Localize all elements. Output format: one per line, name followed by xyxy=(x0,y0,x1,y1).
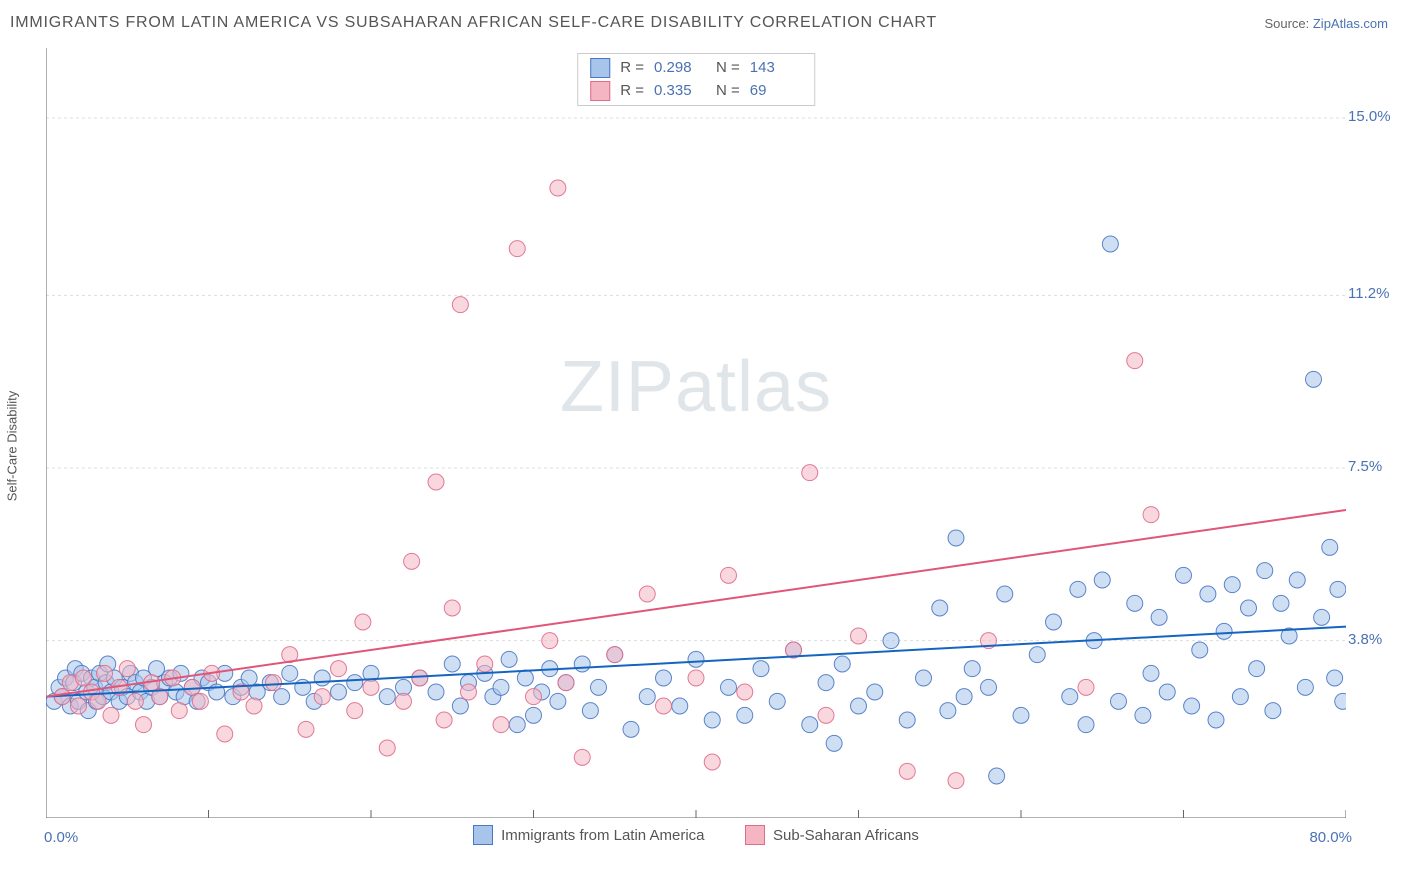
r-value-africa: 0.335 xyxy=(654,80,706,103)
stats-legend: R = 0.298 N = 143 R = 0.335 N = 69 xyxy=(577,53,815,106)
y-tick-label: 15.0% xyxy=(1348,108,1396,125)
chart-container: IMMIGRANTS FROM LATIN AMERICA VS SUBSAHA… xyxy=(0,0,1406,892)
y-tick-label: 7.5% xyxy=(1348,458,1396,475)
y-tick-label: 3.8% xyxy=(1348,631,1396,648)
legend-label-africa: Sub-Saharan Africans xyxy=(773,827,919,844)
legend-item-latin: Immigrants from Latin America xyxy=(473,825,704,845)
swatch-africa-icon xyxy=(745,825,765,845)
stats-row-africa: R = 0.335 N = 69 xyxy=(590,80,802,103)
r-value-latin: 0.298 xyxy=(654,57,706,80)
legend-label-latin: Immigrants from Latin America xyxy=(501,827,704,844)
source-attribution: Source: ZipAtlas.com xyxy=(1264,16,1388,31)
swatch-latin-icon xyxy=(473,825,493,845)
page-title: IMMIGRANTS FROM LATIN AMERICA VS SUBSAHA… xyxy=(10,14,937,32)
source-label: Source: xyxy=(1264,16,1312,31)
source-link[interactable]: ZipAtlas.com xyxy=(1313,16,1388,31)
scatter-chart: ZIPatlas R = 0.298 N = 143 R = 0.335 N =… xyxy=(46,48,1346,818)
stats-row-latin: R = 0.298 N = 143 xyxy=(590,57,802,80)
n-value-africa: 69 xyxy=(750,80,802,103)
legend-item-africa: Sub-Saharan Africans xyxy=(745,825,919,845)
n-value-latin: 143 xyxy=(750,57,802,80)
y-tick-label: 11.2% xyxy=(1348,285,1396,302)
y-axis-label: Self-Care Disability xyxy=(5,335,20,446)
swatch-latin xyxy=(590,58,610,78)
series-legend: Immigrants from Latin America Sub-Sahara… xyxy=(46,825,1346,850)
chart-svg xyxy=(46,48,1346,818)
x-tick-label: 80.0% xyxy=(1309,829,1352,846)
swatch-africa xyxy=(590,81,610,101)
x-tick-label: 0.0% xyxy=(44,829,78,846)
